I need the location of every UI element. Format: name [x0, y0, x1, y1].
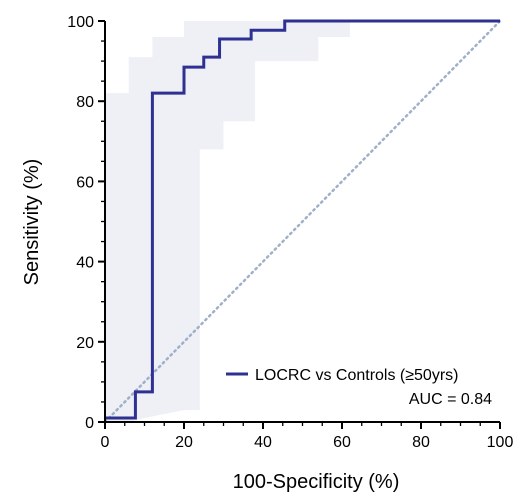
x-tick-label: 80 — [412, 434, 430, 451]
x-tick-label: 60 — [333, 434, 351, 451]
reference-line — [103, 19, 502, 424]
x-tick-label: 40 — [254, 434, 272, 451]
legend-label: LOCRC vs Controls (≥50yrs) — [255, 367, 458, 384]
y-tick-label: 0 — [85, 415, 94, 432]
y-axis-title: Sensitivity (%) — [21, 159, 43, 286]
x-axis-title: 100-Specificity (%) — [233, 471, 400, 493]
y-tick-label: 100 — [67, 14, 94, 31]
y-tick-label: 80 — [76, 94, 94, 111]
legend: LOCRC vs Controls (≥50yrs) AUC = 0.84 — [226, 367, 492, 408]
roc-curve — [105, 19, 500, 420]
y-tick-label: 20 — [76, 335, 94, 352]
x-tick-label: 0 — [101, 434, 110, 451]
auc-annotation: AUC = 0.84 — [409, 391, 492, 408]
x-tick-label: 100 — [487, 434, 514, 451]
confidence-band — [105, 21, 500, 422]
y-tick-label: 60 — [76, 174, 94, 191]
y-tick-label: 40 — [76, 255, 94, 272]
x-tick-label: 20 — [175, 434, 193, 451]
